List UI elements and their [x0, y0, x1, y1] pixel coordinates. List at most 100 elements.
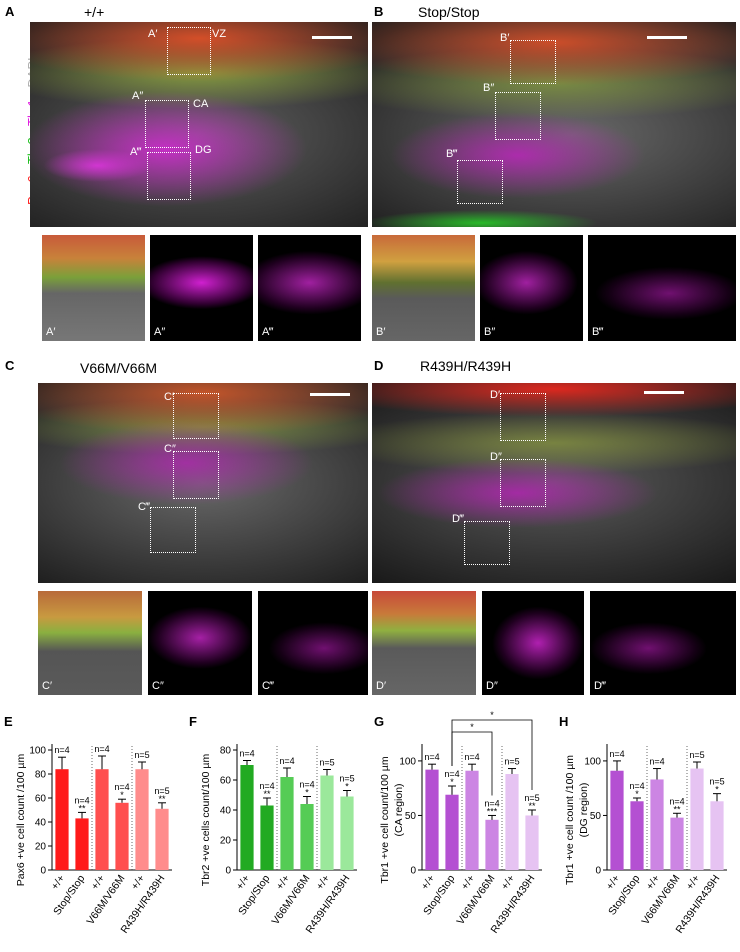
y-tick-label: 50 [590, 811, 602, 822]
panel-letter-a: A [5, 4, 15, 19]
n-label: n=4 [54, 745, 69, 755]
significance-bracket [451, 719, 533, 790]
significance-label: ** [673, 804, 681, 814]
n-label: n=5 [339, 774, 354, 784]
significance-label: ** [263, 789, 271, 799]
y-tick-label: 40 [220, 806, 232, 817]
x-tick-label: +/+ [419, 873, 438, 892]
inset-b1: B′ [372, 235, 475, 341]
y-tick-label: 50 [405, 811, 417, 822]
x-tick-label: +/+ [314, 873, 333, 892]
x-tick-label: +/+ [459, 873, 478, 892]
n-label: n=5 [524, 793, 539, 803]
bar [115, 802, 129, 870]
y-tick-label: 20 [220, 836, 232, 847]
x-tick-label: +/+ [129, 873, 148, 892]
region-label-ca: CA [193, 98, 209, 110]
roi-label-d1: D′ [490, 389, 501, 401]
bar [75, 818, 89, 870]
significance-label: ** [78, 803, 86, 813]
chart-letter: E [4, 714, 13, 729]
y-axis-label-2: (DG region) [578, 783, 590, 838]
bar-chart-e: E Pax6 +ve cell count /100 µm 0 20 40 60 80 100… [4, 714, 172, 936]
x-tick-label: +/+ [274, 873, 293, 892]
significance-label: * [450, 777, 454, 787]
micrograph-d: D′ D″ D‴ [372, 383, 736, 583]
bar [155, 808, 169, 870]
bar [95, 769, 109, 870]
inset-a1: A′ [42, 235, 145, 341]
roi-label-a2: A″ [132, 90, 144, 102]
inset-a2: A″ [150, 235, 253, 341]
inset-a3: A‴ [258, 235, 361, 341]
panel-title-c: V66M/V66M [80, 360, 158, 376]
bar [55, 769, 69, 870]
roi-label-c3: C‴ [138, 501, 150, 513]
inset-d2: D″ [482, 591, 584, 695]
bar-chart-f: F Tbr2 +ve cells count/100 µm 0 20 40 60 80 n=4… [189, 714, 357, 936]
micrograph-a: A′ A″ A‴ VZ CA DG [30, 22, 368, 227]
chart-letter: H [559, 714, 568, 729]
y-tick-label: 40 [35, 818, 47, 829]
bar-chart-h: H Tbr1 +ve cell count /100 µm (DG region) 0… [559, 714, 727, 936]
n-label: n=4 [94, 744, 109, 754]
roi-label-d3: D‴ [452, 513, 464, 525]
y-axis-label: Tbr2 +ve cells count/100 µm [200, 754, 212, 887]
region-label-vz: VZ [212, 28, 227, 40]
y-tick-label: 0 [410, 866, 416, 877]
bar [260, 805, 274, 870]
y-tick-label: 100 [29, 746, 46, 757]
bar [670, 817, 684, 870]
bar [445, 794, 459, 870]
y-tick-label: 80 [220, 746, 232, 757]
bar [240, 765, 254, 870]
bar [135, 769, 149, 870]
n-label: n=5 [134, 750, 149, 760]
roi-a2 [145, 100, 189, 148]
x-tick-label: +/+ [499, 873, 518, 892]
region-label-dg: DG [195, 144, 212, 156]
x-tick-label: +/+ [89, 873, 108, 892]
n-label: n=5 [709, 777, 724, 787]
roi-b1 [510, 40, 556, 84]
bar [485, 819, 499, 870]
bar [710, 801, 724, 870]
significance-label: * [715, 785, 719, 795]
bar [320, 775, 334, 870]
bar [280, 777, 294, 870]
inset-b2: B″ [480, 235, 583, 341]
roi-label-a3: A‴ [130, 146, 142, 158]
inset-d1: D′ [372, 591, 476, 695]
roi-label-b3: B‴ [446, 148, 458, 160]
x-tick-label: +/+ [684, 873, 703, 892]
x-tick-label: +/+ [49, 873, 68, 892]
inset-c2: C″ [148, 591, 252, 695]
n-label: n=4 [239, 749, 254, 759]
n-label: n=5 [689, 750, 704, 760]
significance-label: *** [487, 806, 498, 816]
roi-label-c2: C″ [164, 443, 176, 455]
y-tick-label: 20 [35, 842, 47, 853]
scale-bar [647, 36, 687, 39]
scale-bar [312, 36, 352, 39]
roi-b2 [495, 92, 541, 140]
roi-a1 [167, 27, 211, 75]
bar [630, 801, 644, 870]
n-label: n=5 [504, 757, 519, 767]
n-label: n=4 [669, 796, 684, 806]
roi-c2 [173, 451, 219, 499]
chart-letter: G [374, 714, 384, 729]
roi-d1 [500, 393, 546, 441]
bar [300, 804, 314, 870]
roi-d3 [464, 521, 510, 565]
y-axis-label: Pax6 +ve cell count /100 µm [15, 754, 27, 887]
bar [690, 768, 704, 870]
n-label: n=4 [114, 782, 129, 792]
bar [650, 779, 664, 870]
inset-c1: C′ [38, 591, 142, 695]
roi-a3 [147, 152, 191, 200]
bar [465, 770, 479, 870]
scale-bar [644, 391, 684, 394]
roi-label-b1: B′ [500, 32, 510, 44]
n-label: n=4 [279, 756, 294, 766]
